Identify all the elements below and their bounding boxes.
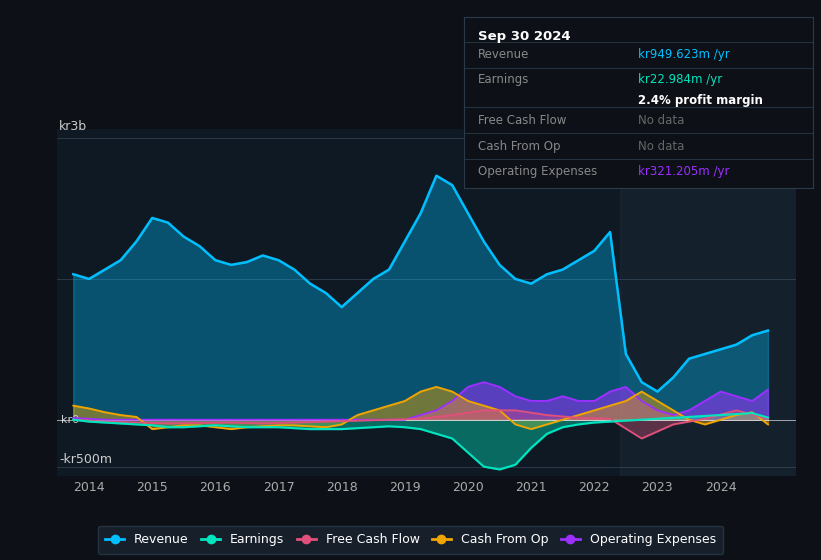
Text: Sep 30 2024: Sep 30 2024 <box>478 30 571 44</box>
Bar <box>620 129 796 476</box>
Text: Free Cash Flow: Free Cash Flow <box>478 114 566 127</box>
Text: Operating Expenses: Operating Expenses <box>478 165 597 179</box>
Text: Earnings: Earnings <box>478 73 530 86</box>
Text: kr949.623m /yr: kr949.623m /yr <box>639 48 730 60</box>
Text: Cash From Op: Cash From Op <box>478 140 560 153</box>
Text: kr0: kr0 <box>61 415 79 424</box>
Text: Revenue: Revenue <box>478 48 530 60</box>
Text: No data: No data <box>639 114 685 127</box>
Text: kr3b: kr3b <box>59 120 87 133</box>
Text: No data: No data <box>639 140 685 153</box>
Text: kr321.205m /yr: kr321.205m /yr <box>639 165 730 179</box>
Legend: Revenue, Earnings, Free Cash Flow, Cash From Op, Operating Expenses: Revenue, Earnings, Free Cash Flow, Cash … <box>98 526 723 554</box>
Text: -kr500m: -kr500m <box>59 453 112 466</box>
Text: kr22.984m /yr: kr22.984m /yr <box>639 73 722 86</box>
Text: 2.4% profit margin: 2.4% profit margin <box>639 94 764 106</box>
